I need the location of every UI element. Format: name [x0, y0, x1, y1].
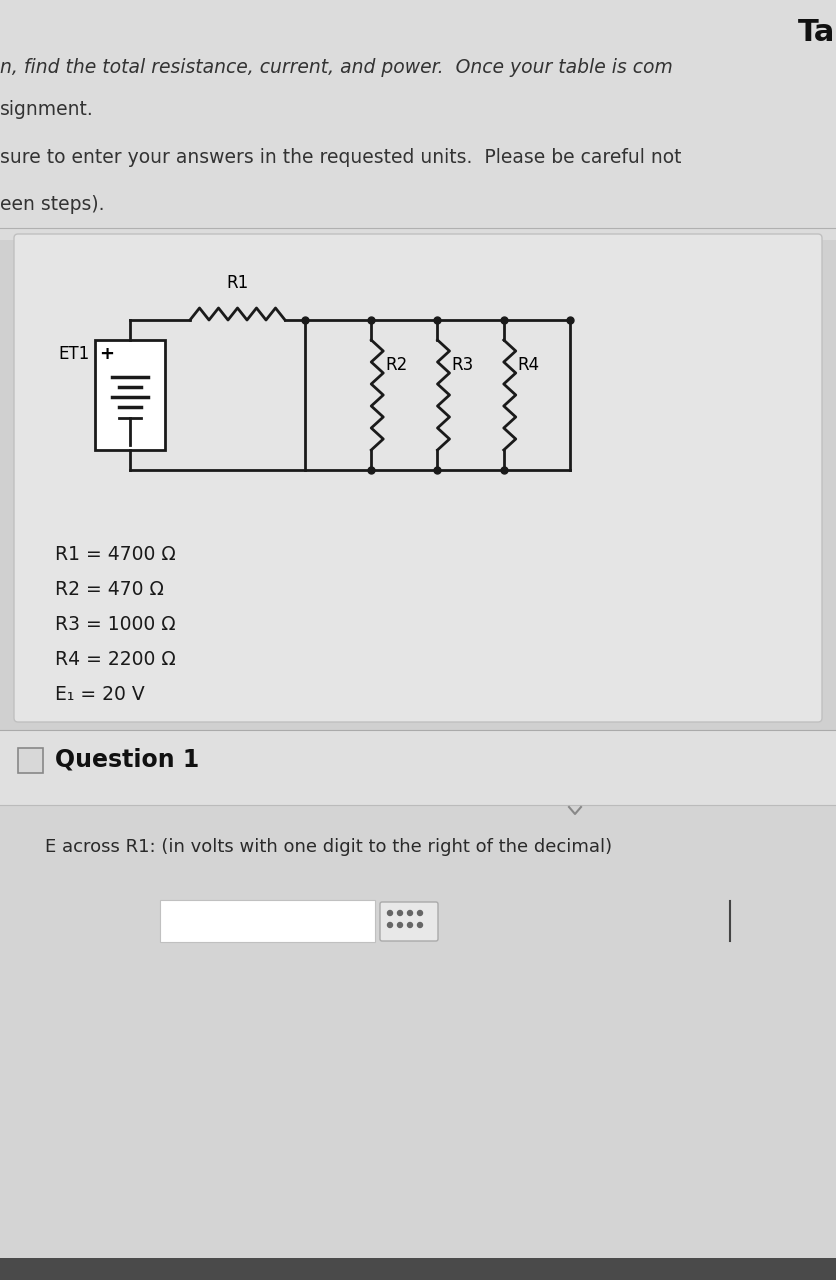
- Text: R2: R2: [385, 357, 407, 375]
- Bar: [0, 730, 836, 1280]
- Bar: [0, 0, 836, 241]
- Bar: [0, 1258, 836, 1280]
- Text: R3: R3: [451, 357, 473, 375]
- FancyBboxPatch shape: [14, 234, 821, 722]
- Text: R4 = 2200 Ω: R4 = 2200 Ω: [55, 650, 176, 669]
- Text: n, find the total resistance, current, and power.  Once your table is com: n, find the total resistance, current, a…: [0, 58, 672, 77]
- Circle shape: [407, 910, 412, 915]
- Text: R1 = 4700 Ω: R1 = 4700 Ω: [55, 545, 176, 564]
- Text: R3 = 1000 Ω: R3 = 1000 Ω: [55, 614, 176, 634]
- Text: sure to enter your answers in the requested units.  Please be careful not: sure to enter your answers in the reques…: [0, 148, 681, 166]
- Text: een steps).: een steps).: [0, 195, 104, 214]
- Text: Ta: Ta: [797, 18, 834, 47]
- Circle shape: [397, 923, 402, 928]
- Text: +: +: [99, 346, 115, 364]
- Bar: [95, 340, 165, 451]
- FancyBboxPatch shape: [380, 902, 437, 941]
- Circle shape: [387, 923, 392, 928]
- Text: ET1: ET1: [59, 346, 90, 364]
- Circle shape: [417, 923, 422, 928]
- Bar: [0, 730, 836, 805]
- Circle shape: [407, 923, 412, 928]
- Text: E across R1: (in volts with one digit to the right of the decimal): E across R1: (in volts with one digit to…: [45, 838, 611, 856]
- Text: signment.: signment.: [0, 100, 94, 119]
- Text: R2 = 470 Ω: R2 = 470 Ω: [55, 580, 164, 599]
- Circle shape: [397, 910, 402, 915]
- Bar: [18, 748, 43, 773]
- Text: R1: R1: [226, 274, 248, 292]
- Text: E₁ = 20 V: E₁ = 20 V: [55, 685, 145, 704]
- Circle shape: [417, 910, 422, 915]
- Text: Question 1: Question 1: [55, 748, 199, 772]
- Text: R4: R4: [517, 357, 539, 375]
- Circle shape: [387, 910, 392, 915]
- Bar: [160, 900, 375, 942]
